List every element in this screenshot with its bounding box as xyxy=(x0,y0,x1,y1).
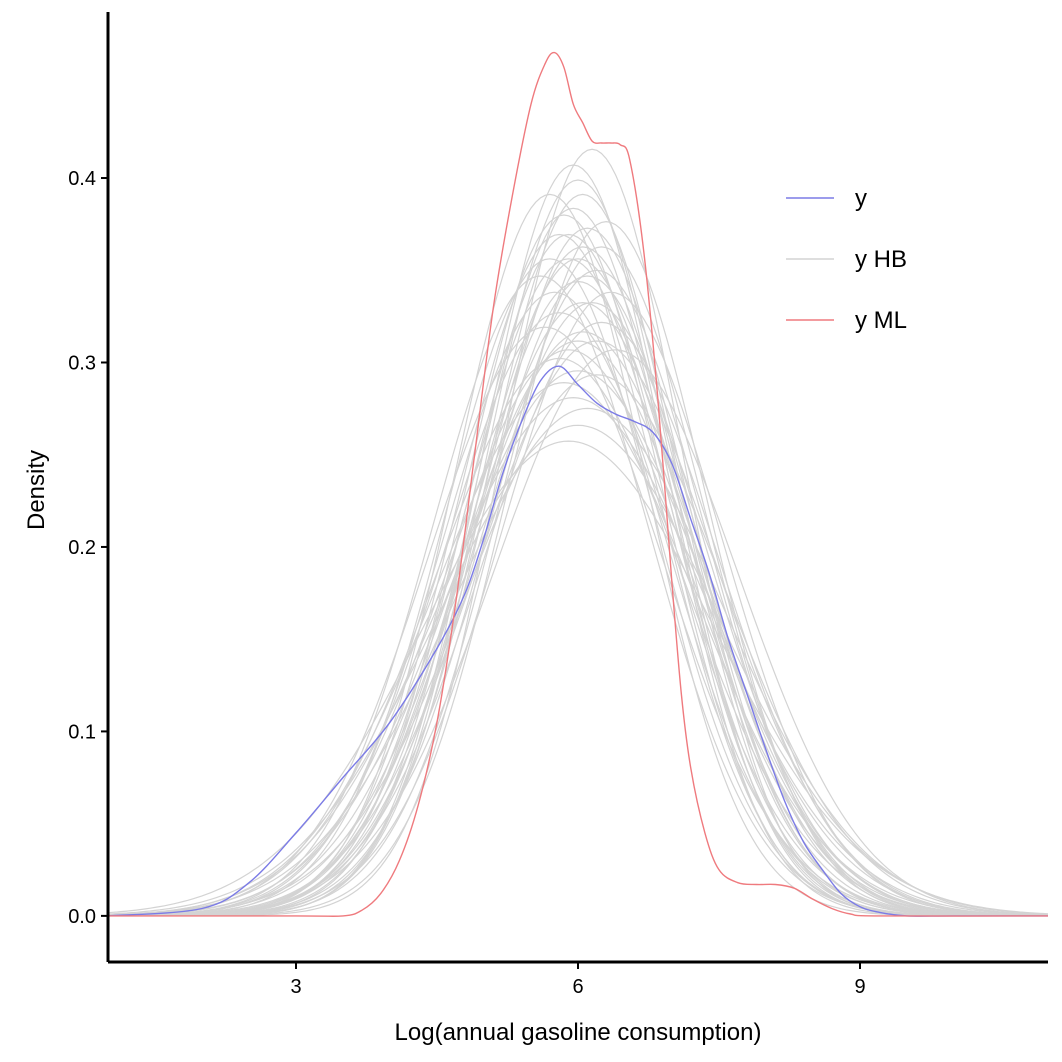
series-line-y-hb xyxy=(107,326,1048,917)
hb-series-lines xyxy=(107,148,1049,917)
series-line-y-hb xyxy=(108,164,1048,917)
legend-label-y-ml: y ML xyxy=(855,307,907,334)
series-line-y-hb xyxy=(108,340,1049,917)
series-line-y-hb xyxy=(107,396,1049,916)
series-line-y-hb xyxy=(107,275,1048,917)
series-line-y-hb xyxy=(108,220,1048,917)
series-line-y-hb xyxy=(107,407,1049,916)
series-line-y-hb xyxy=(108,349,1049,917)
series-line-y-hb xyxy=(108,258,1048,917)
x-tick-label: 3 xyxy=(290,976,301,998)
legend: y y HB y ML xyxy=(786,185,907,334)
y-tick-label: 0.0 xyxy=(68,906,96,928)
series-line-y-hb xyxy=(108,275,1048,917)
series-line-y-hb xyxy=(107,357,1048,917)
y-tick-label: 0.1 xyxy=(68,721,96,743)
series-line-y-hb xyxy=(108,233,1048,917)
legend-label-y-hb: y HB xyxy=(855,246,907,273)
series-line-y-hb xyxy=(108,246,1048,917)
y-axis-ticks: 0.0 0.1 0.2 0.3 0.4 xyxy=(68,168,108,928)
legend-label-y: y xyxy=(855,185,867,212)
series-line-y-ml xyxy=(108,51,1049,917)
series-line-y-hb xyxy=(108,179,1048,917)
series-line-y-hb xyxy=(107,349,1048,917)
main-series-lines xyxy=(107,51,1049,917)
series-line-y-hb xyxy=(108,331,1048,917)
series-line-y-hb xyxy=(108,374,1049,917)
series-line-y-hb xyxy=(108,321,1049,917)
series-line-y-hb xyxy=(107,258,1049,917)
x-tick-label: 6 xyxy=(572,976,583,998)
series-line-y-hb xyxy=(108,340,1048,917)
series-line-y-hb xyxy=(108,312,1048,917)
x-axis-ticks: 3 6 9 xyxy=(290,962,866,998)
y-tick-label: 0.3 xyxy=(68,352,96,374)
x-axis-title: Log(annual gasoline consumption) xyxy=(395,1019,762,1046)
y-axis-title: Density xyxy=(23,450,50,530)
series-line-y-hb xyxy=(107,440,1049,915)
series-line-y-hb xyxy=(107,370,1049,916)
series-line-y-hb xyxy=(108,233,1048,917)
y-tick-label: 0.2 xyxy=(68,537,96,559)
series-line-y-hb xyxy=(107,424,1049,915)
series-line-y-hb xyxy=(108,301,1049,917)
series-line-y-hb xyxy=(108,301,1048,917)
series-line-y xyxy=(107,365,1048,917)
series-line-y-hb xyxy=(107,381,1049,916)
series-line-y-hb xyxy=(108,269,1048,917)
y-tick-label: 0.4 xyxy=(68,168,96,190)
x-tick-label: 9 xyxy=(854,976,865,998)
series-line-y-hb xyxy=(108,258,1048,917)
